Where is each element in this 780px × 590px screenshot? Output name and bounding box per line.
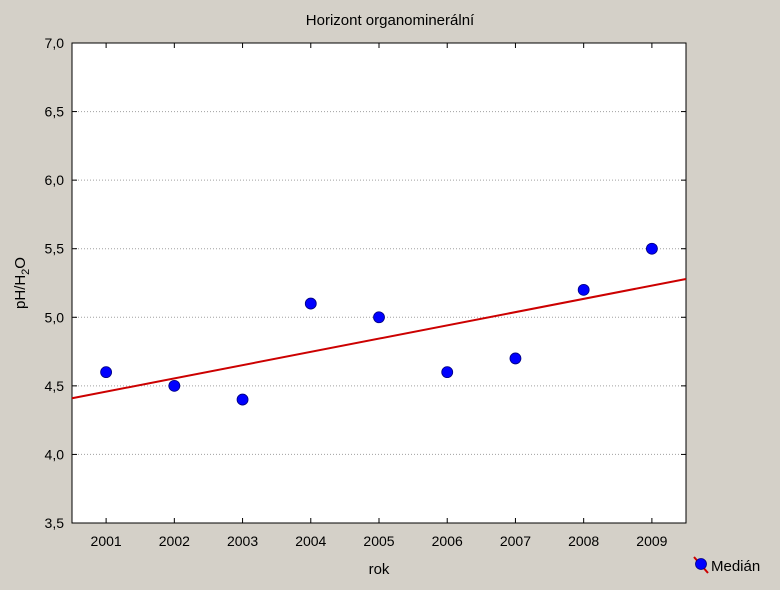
data-point xyxy=(373,311,385,324)
x-axis-title: rok xyxy=(369,561,390,578)
data-point xyxy=(168,379,181,392)
y-axis-title-subscript: 2 xyxy=(20,269,32,275)
y-tick-label: 4,0 xyxy=(45,446,65,462)
y-tick-label: 6,0 xyxy=(45,172,65,188)
data-point xyxy=(236,393,249,406)
y-axis-title-prefix: pH/H xyxy=(12,275,29,309)
x-tick-label: 2006 xyxy=(432,533,463,549)
y-tick-label: 3,5 xyxy=(45,515,65,531)
data-point xyxy=(100,366,113,379)
data-point xyxy=(441,366,454,379)
y-axis-title: pH/H2O xyxy=(12,257,32,309)
y-tick-label: 5,0 xyxy=(45,309,65,325)
x-ticks: 2001 2002 2003 2004 2005 2006 2007 2008 2009 xyxy=(91,43,668,549)
x-tick-label: 2003 xyxy=(227,533,258,549)
y-ticks: 3,5 4,0 4,5 5,0 5,5 6,0 6,5 7,0 xyxy=(45,35,686,531)
y-tick-label: 5,5 xyxy=(45,241,65,257)
y-tick-label: 4,5 xyxy=(45,378,65,394)
x-tick-label: 2007 xyxy=(500,533,531,549)
legend-label: Medián xyxy=(711,558,760,575)
x-tick-label: 2009 xyxy=(636,533,667,549)
legend-marker-swatch xyxy=(695,558,707,570)
data-point xyxy=(509,352,522,365)
data-point xyxy=(645,242,658,255)
data-point xyxy=(577,283,590,296)
y-tick-label: 7,0 xyxy=(45,35,65,51)
y-axis-title-suffix: O xyxy=(12,257,29,269)
data-point xyxy=(304,297,317,310)
trend-line xyxy=(71,277,687,400)
y-tick-label: 6,5 xyxy=(45,104,65,120)
x-tick-label: 2008 xyxy=(568,533,599,549)
plot-area xyxy=(71,42,687,524)
chart-title: Horizont organominerální xyxy=(306,12,475,29)
x-tick-label: 2002 xyxy=(159,533,190,549)
x-tick-label: 2005 xyxy=(363,533,394,549)
x-tick-label: 2004 xyxy=(295,533,326,549)
points xyxy=(100,242,658,406)
trend-group xyxy=(71,277,687,400)
x-tick-label: 2001 xyxy=(91,533,122,549)
legend: Medián xyxy=(693,556,760,575)
